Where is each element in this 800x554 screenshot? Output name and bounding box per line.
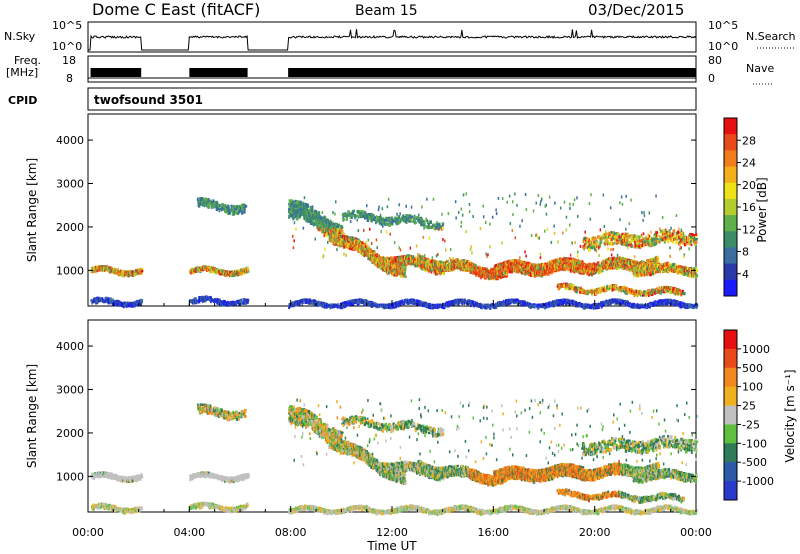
echo-cell — [141, 270, 144, 273]
freq-band-2 — [288, 68, 696, 77]
echo-cell — [447, 260, 449, 262]
nsky-trace — [88, 29, 696, 50]
echo-cell — [393, 264, 395, 268]
echo-cell — [340, 226, 343, 229]
power-scatter — [91, 192, 699, 310]
freq-band-1 — [189, 68, 247, 77]
nsky-panel: N.Sky N.Search 10^5 10^0 10^5 10^0 — [4, 19, 796, 53]
freq-panel: Freq. [MHz] 18 8 80 0 Nave — [6, 54, 774, 85]
echo-cell — [333, 223, 336, 225]
echo-cell — [310, 212, 312, 215]
echo-cell — [370, 249, 372, 251]
echo-cell — [297, 214, 298, 217]
echo-cell — [299, 217, 301, 219]
echo-cell — [404, 268, 406, 272]
echo-cell — [245, 205, 248, 208]
echo-cell — [219, 204, 221, 206]
echo-cell — [577, 261, 579, 264]
echo-cell — [510, 262, 512, 265]
echo-cell — [404, 275, 407, 278]
echo-cell — [582, 260, 584, 262]
nsky-right-tick-bottom: 10^0 — [708, 40, 738, 53]
nave-label: Nave — [746, 62, 774, 75]
echo-cell — [235, 211, 237, 214]
freq-right-tick-top: 80 — [708, 54, 722, 67]
beam-title: Beam 15 — [355, 3, 418, 19]
echo-cell — [341, 232, 343, 234]
date-title: 03/Dec/2015 — [588, 1, 684, 19]
nsky-left-tick-bottom: 10^0 — [52, 40, 82, 53]
cpid-panel: CPID twofsound 3501 — [8, 88, 696, 110]
echo-cell — [241, 211, 243, 215]
nsky-right-label: N.Search — [746, 30, 796, 43]
echo-cell — [341, 229, 343, 233]
radar-title: Dome C East (fitACF) — [92, 0, 260, 19]
cpid-text: twofsound 3501 — [94, 93, 203, 107]
nsky-label: N.Sky — [4, 30, 36, 43]
echo-cell — [307, 204, 309, 208]
echo-cell — [339, 227, 341, 229]
echo-cell — [444, 269, 445, 272]
freq-left-tick-top: 18 — [62, 54, 76, 67]
echo-cell — [208, 206, 210, 209]
echo-cell — [247, 269, 249, 272]
nsky-right-tick-top: 10^5 — [708, 19, 738, 32]
cpid-label: CPID — [8, 94, 37, 107]
echo-cell — [413, 255, 415, 259]
nsky-left-tick-top: 10^5 — [52, 19, 82, 32]
echo-cell — [404, 271, 406, 274]
freq-unit: [MHz] — [6, 66, 38, 79]
freq-right-tick-bottom: 0 — [708, 72, 715, 85]
nsky-line — [88, 29, 696, 50]
rti-figure: Dome C East (fitACF) Beam 15 03/Dec/2015… — [0, 0, 800, 554]
freq-left-tick-bottom: 8 — [66, 72, 73, 85]
freq-band-0 — [91, 68, 142, 77]
echo-cell — [243, 210, 245, 213]
freq-trace — [88, 68, 696, 78]
